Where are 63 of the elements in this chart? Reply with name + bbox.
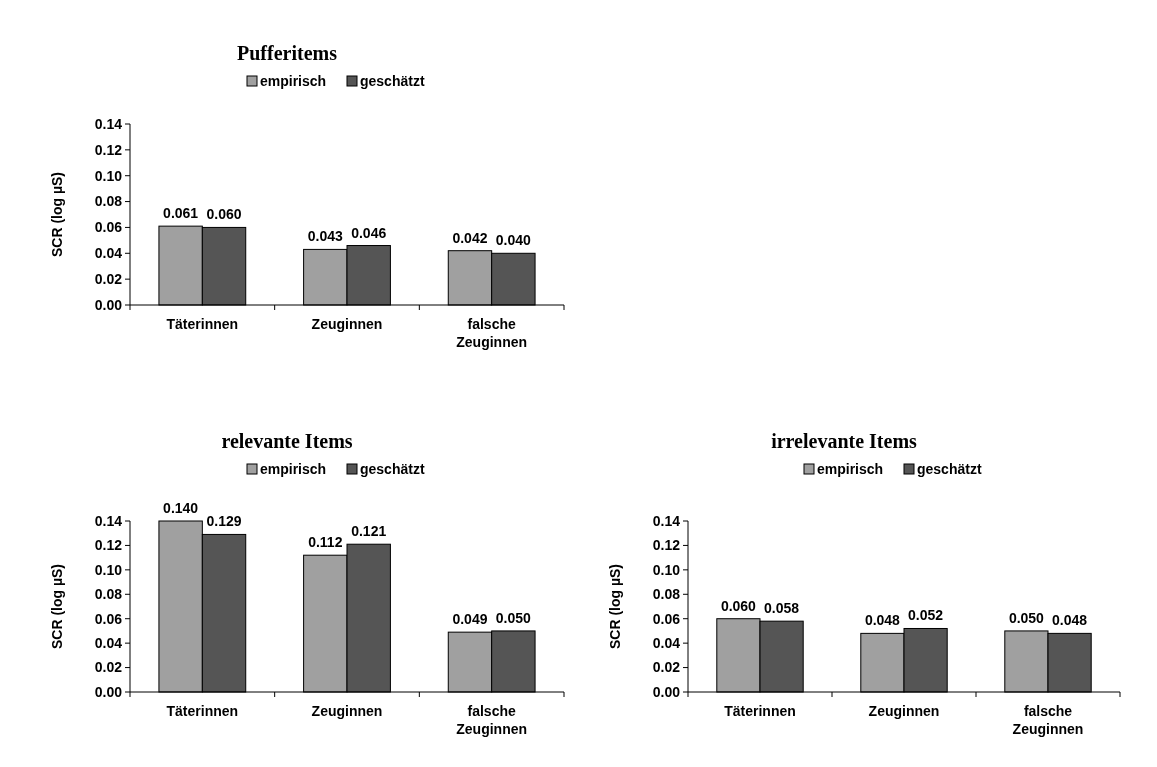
y-tick-label: 0.12 [94, 141, 123, 158]
y-tick-label: 0.04 [94, 245, 123, 262]
y-tick-label: 0.06 [94, 219, 123, 236]
y-tick-label: 0.02 [94, 271, 123, 288]
x-tick-label: falsche Zeuginnen [456, 703, 528, 737]
data-label: 0.060 [720, 597, 757, 614]
data-label: 0.058 [764, 600, 800, 617]
data-label: 0.050 [1008, 609, 1045, 626]
data-label: 0.042 [452, 229, 488, 246]
legend-label: empirisch [260, 73, 327, 89]
data-label: 0.040 [495, 232, 532, 249]
x-tick-label: Zeuginnen [311, 703, 383, 719]
y-tick-label: 0.12 [94, 537, 123, 554]
y-tick-label: 0.10 [652, 561, 681, 578]
y-tick-label: 0.00 [94, 683, 123, 700]
chart-title: relevante Items [221, 430, 353, 452]
x-tick-label: falsche Zeuginnen [456, 316, 528, 350]
y-tick-label: 0.02 [652, 659, 681, 676]
y-tick-label: 0.10 [94, 167, 123, 184]
y-axis-title: SCR (log µS) [607, 563, 623, 650]
y-tick-label: 0.06 [652, 610, 681, 627]
legend-label: empirisch [260, 461, 327, 477]
data-label: 0.061 [163, 205, 199, 222]
legend-label: geschätzt [360, 461, 425, 477]
chart-title: Pufferitems [237, 42, 338, 64]
y-tick-label: 0.14 [652, 512, 681, 529]
data-label: 0.050 [495, 609, 532, 626]
data-label: 0.112 [308, 534, 343, 551]
y-tick-label: 0.00 [652, 683, 681, 700]
x-tick-label: Zeuginnen [868, 703, 940, 719]
data-label: 0.060 [206, 206, 242, 223]
data-label: 0.048 [864, 612, 901, 629]
data-label: 0.052 [908, 607, 944, 624]
data-label: 0.046 [351, 224, 387, 241]
y-tick-label: 0.06 [94, 610, 123, 627]
y-tick-label: 0.14 [94, 115, 123, 132]
data-label: 0.048 [1052, 612, 1088, 629]
y-tick-label: 0.02 [94, 659, 123, 676]
data-label: 0.121 [351, 523, 387, 540]
y-tick-label: 0.08 [94, 193, 123, 210]
x-tick-label: Täterinnen [724, 703, 796, 719]
y-tick-label: 0.10 [94, 561, 123, 578]
y-tick-label: 0.08 [652, 586, 681, 603]
y-tick-label: 0.04 [94, 635, 123, 652]
y-tick-label: 0.04 [652, 635, 681, 652]
y-tick-label: 0.12 [652, 537, 681, 554]
x-tick-label: Täterinnen [166, 703, 239, 719]
y-tick-label: 0.14 [94, 512, 123, 529]
data-label: 0.140 [163, 500, 199, 516]
data-label: 0.129 [206, 513, 242, 530]
y-axis-title: SCR (log µS) [49, 171, 65, 258]
y-axis-title: SCR (log µS) [49, 563, 65, 650]
legend-label: geschätzt [360, 73, 425, 89]
x-tick-label: Täterinnen [166, 316, 239, 332]
x-tick-label: Zeuginnen [311, 316, 383, 332]
legend-label: empirisch [817, 461, 884, 477]
legend-label: geschätzt [917, 461, 982, 477]
y-tick-label: 0.00 [94, 296, 123, 313]
data-label: 0.049 [452, 611, 488, 628]
y-tick-label: 0.08 [94, 586, 123, 603]
data-label: 0.043 [307, 228, 344, 245]
chart-title: irrelevante Items [771, 430, 918, 452]
x-tick-label: falsche Zeuginnen [1012, 703, 1084, 737]
